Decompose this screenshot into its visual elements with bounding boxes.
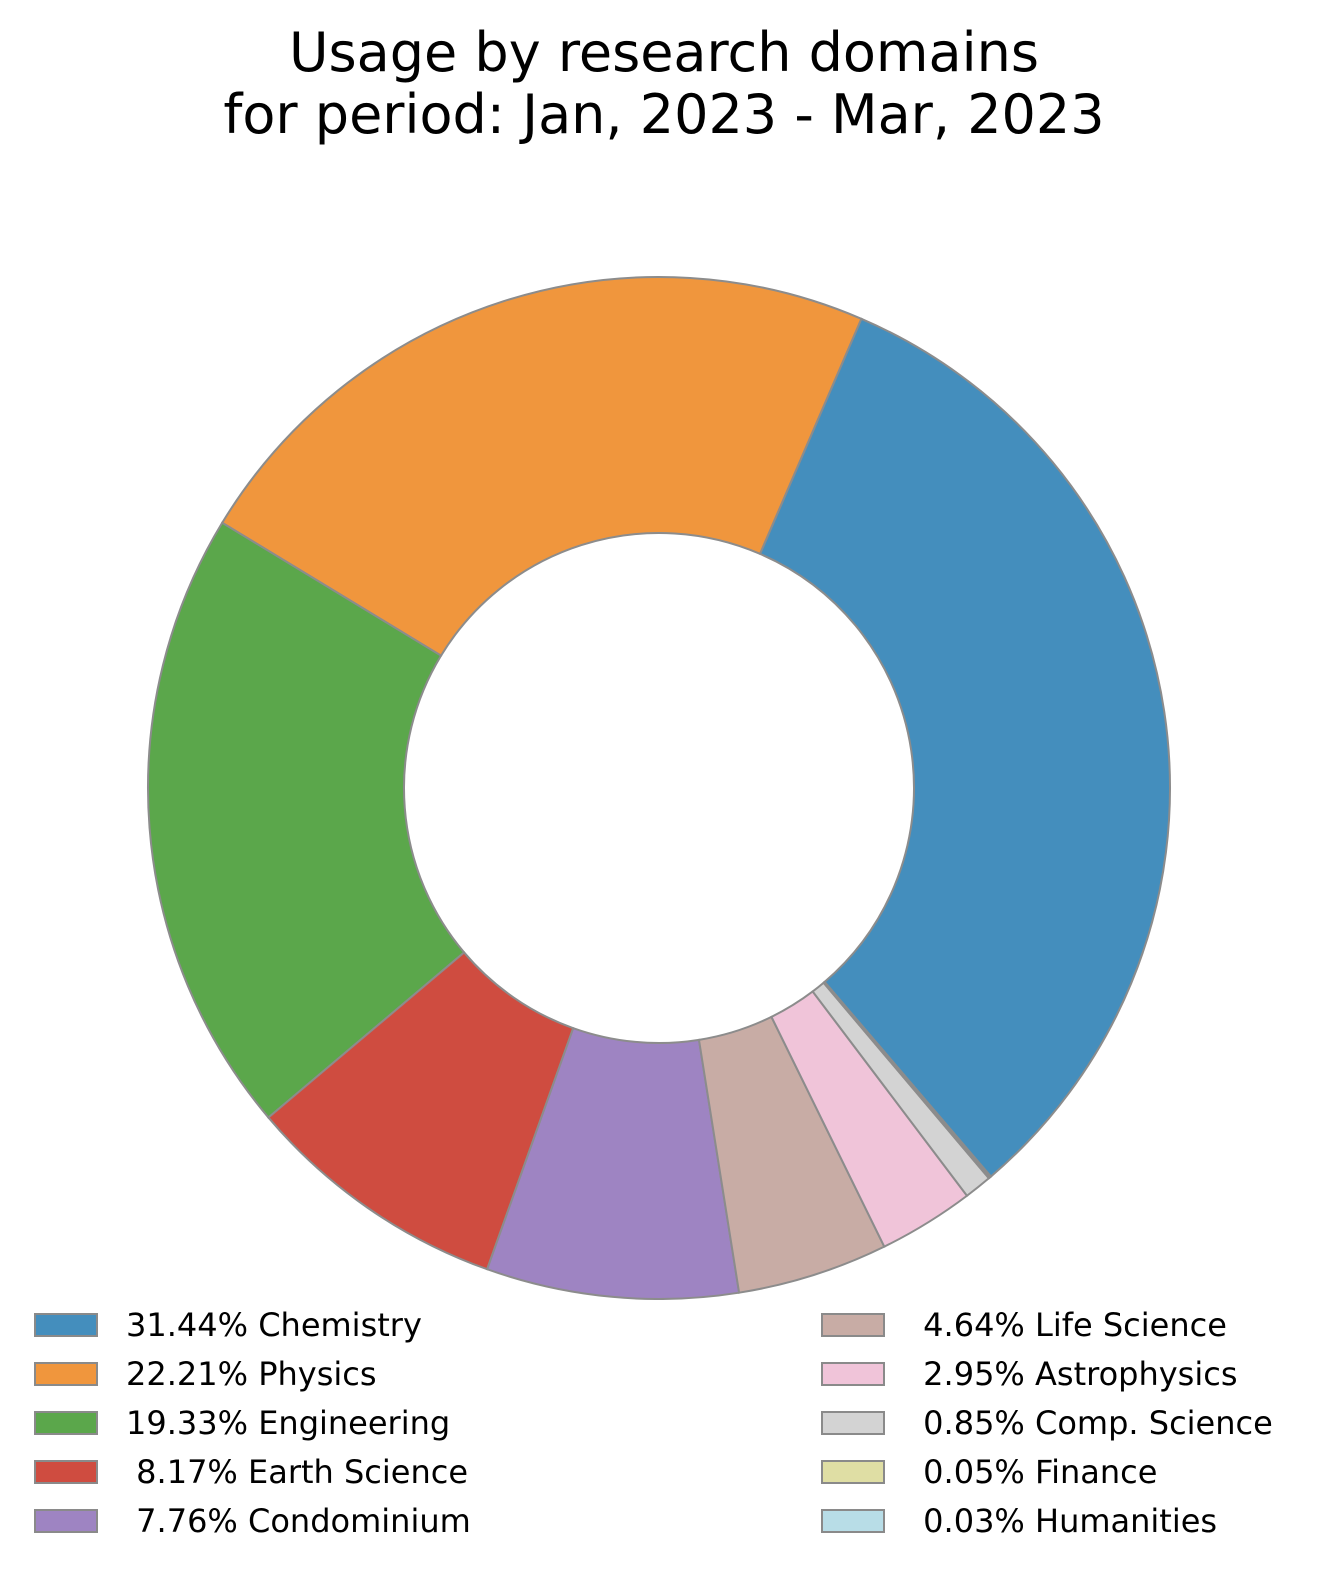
- legend-item-engineering: 19.33% Engineering: [34, 1403, 450, 1443]
- legend-swatch-finance: [821, 1460, 885, 1484]
- legend-label-humanities: 0.03% Humanities: [913, 1502, 1218, 1540]
- legend-item-physics: 22.21% Physics: [34, 1354, 377, 1394]
- legend-item-finance: 0.05% Finance: [821, 1452, 1157, 1492]
- legend-label-engineering: 19.33% Engineering: [126, 1404, 451, 1442]
- legend-label-comp-science: 0.85% Comp. Science: [913, 1404, 1273, 1442]
- legend-item-comp-science: 0.85% Comp. Science: [821, 1403, 1273, 1443]
- legend-swatch-physics: [34, 1362, 98, 1386]
- legend-item-humanities: 0.03% Humanities: [821, 1501, 1217, 1541]
- legend-label-life-science: 4.64% Life Science: [913, 1306, 1227, 1344]
- donut-slice-physics: [220, 276, 863, 658]
- legend-label-earth-science: 8.17% Earth Science: [126, 1453, 469, 1491]
- legend-swatch-comp-science: [821, 1411, 885, 1435]
- chart-title-line1: Usage by research domains: [289, 21, 1039, 84]
- legend-item-condominium: 7.76% Condominium: [34, 1501, 471, 1541]
- chart-title: Usage by research domains for period: Ja…: [0, 22, 1328, 146]
- legend-label-chemistry: 31.44% Chemistry: [126, 1306, 422, 1344]
- donut-chart: [147, 276, 1171, 1300]
- legend-label-physics: 22.21% Physics: [126, 1355, 377, 1393]
- legend-swatch-astrophysics: [821, 1362, 885, 1386]
- legend-swatch-humanities: [821, 1509, 885, 1533]
- legend-swatch-life-science: [821, 1313, 885, 1337]
- legend-swatch-condominium: [34, 1509, 98, 1533]
- chart-subtitle: for period: Jan, 2023 - Mar, 2023: [223, 83, 1105, 146]
- legend-swatch-earth-science: [34, 1460, 98, 1484]
- donut-slice-humanities: [822, 980, 993, 1179]
- legend-item-astrophysics: 2.95% Astrophysics: [821, 1354, 1238, 1394]
- legend-swatch-engineering: [34, 1411, 98, 1435]
- legend-item-life-science: 4.64% Life Science: [821, 1305, 1227, 1345]
- legend-label-astrophysics: 2.95% Astrophysics: [913, 1355, 1238, 1393]
- legend-label-finance: 0.05% Finance: [913, 1453, 1158, 1491]
- legend-item-chemistry: 31.44% Chemistry: [34, 1305, 422, 1345]
- legend-swatch-chemistry: [34, 1313, 98, 1337]
- donut-slice-chemistry: [758, 317, 1171, 1178]
- legend-item-earth-science: 8.17% Earth Science: [34, 1452, 468, 1492]
- donut-slice-engineering: [147, 521, 466, 1119]
- legend-label-condominium: 7.76% Condominium: [126, 1502, 471, 1540]
